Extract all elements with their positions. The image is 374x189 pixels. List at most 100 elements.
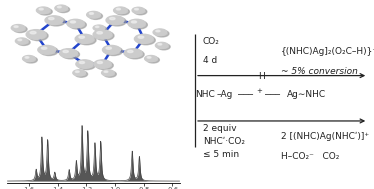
Ellipse shape — [126, 50, 144, 59]
Ellipse shape — [62, 50, 80, 59]
Ellipse shape — [49, 18, 54, 20]
Ellipse shape — [156, 42, 168, 49]
Ellipse shape — [93, 30, 112, 39]
Ellipse shape — [102, 45, 120, 54]
Ellipse shape — [155, 30, 169, 37]
Ellipse shape — [42, 47, 47, 49]
Ellipse shape — [18, 39, 30, 45]
Ellipse shape — [128, 50, 133, 53]
Ellipse shape — [153, 29, 167, 36]
Ellipse shape — [130, 21, 147, 29]
Ellipse shape — [36, 7, 50, 14]
Ellipse shape — [116, 8, 129, 15]
Ellipse shape — [28, 31, 48, 41]
Text: –Ag: –Ag — [217, 90, 233, 99]
Ellipse shape — [95, 31, 114, 40]
Ellipse shape — [75, 34, 94, 43]
Text: ≤ 5 min: ≤ 5 min — [203, 150, 239, 160]
Ellipse shape — [11, 25, 25, 31]
Ellipse shape — [25, 57, 29, 58]
Ellipse shape — [69, 21, 86, 29]
Ellipse shape — [63, 50, 68, 53]
Ellipse shape — [87, 11, 100, 18]
Ellipse shape — [134, 9, 147, 15]
Text: 2 equiv: 2 equiv — [203, 124, 236, 133]
Ellipse shape — [147, 57, 151, 58]
Ellipse shape — [79, 36, 85, 38]
Ellipse shape — [156, 30, 160, 32]
Ellipse shape — [15, 38, 28, 44]
Ellipse shape — [70, 21, 76, 23]
Ellipse shape — [25, 57, 37, 63]
Ellipse shape — [106, 47, 111, 49]
Ellipse shape — [97, 32, 102, 34]
Ellipse shape — [76, 71, 79, 72]
Ellipse shape — [79, 61, 85, 64]
Ellipse shape — [39, 8, 52, 15]
Text: –––: ––– — [265, 90, 280, 99]
Ellipse shape — [55, 5, 67, 11]
Ellipse shape — [67, 19, 84, 28]
Text: –––: ––– — [238, 90, 253, 99]
Ellipse shape — [106, 16, 124, 25]
Ellipse shape — [104, 71, 116, 77]
Ellipse shape — [76, 60, 93, 68]
Ellipse shape — [30, 31, 36, 34]
Ellipse shape — [40, 47, 58, 56]
Ellipse shape — [75, 71, 88, 77]
Text: Ag∼NHC: Ag∼NHC — [286, 90, 326, 99]
Ellipse shape — [157, 44, 170, 50]
Ellipse shape — [102, 70, 114, 76]
Ellipse shape — [110, 18, 115, 20]
Ellipse shape — [47, 17, 65, 26]
Ellipse shape — [124, 49, 142, 57]
Ellipse shape — [116, 8, 120, 10]
Ellipse shape — [39, 8, 43, 10]
Ellipse shape — [145, 56, 157, 62]
Text: NHC: NHC — [195, 90, 215, 99]
Ellipse shape — [45, 16, 63, 25]
Text: +: + — [256, 88, 262, 94]
Ellipse shape — [147, 57, 159, 63]
Ellipse shape — [38, 45, 56, 54]
Ellipse shape — [73, 70, 85, 76]
Ellipse shape — [135, 9, 138, 10]
Ellipse shape — [18, 39, 22, 41]
Ellipse shape — [132, 7, 145, 13]
Text: NHCʹ·CO₂: NHCʹ·CO₂ — [203, 137, 245, 146]
Text: H: H — [258, 72, 264, 81]
Ellipse shape — [131, 21, 137, 23]
Text: 4 d: 4 d — [203, 56, 217, 65]
Ellipse shape — [89, 13, 94, 14]
Ellipse shape — [77, 36, 96, 45]
Ellipse shape — [89, 13, 102, 19]
Ellipse shape — [158, 43, 162, 45]
Text: ~ 5% conversion: ~ 5% conversion — [280, 67, 358, 76]
Ellipse shape — [96, 61, 113, 70]
Ellipse shape — [57, 6, 70, 12]
Ellipse shape — [97, 61, 102, 64]
Ellipse shape — [95, 26, 99, 28]
Text: H–CO₂⁻   CO₂: H–CO₂⁻ CO₂ — [280, 152, 339, 161]
Ellipse shape — [105, 47, 123, 56]
Ellipse shape — [95, 26, 107, 32]
Ellipse shape — [14, 26, 18, 27]
Text: 2 [(NHC)Ag(NHCʹ)]⁺: 2 [(NHC)Ag(NHCʹ)]⁺ — [280, 132, 369, 141]
Ellipse shape — [22, 56, 35, 62]
Ellipse shape — [93, 25, 105, 31]
Ellipse shape — [108, 17, 126, 26]
Text: CO₂: CO₂ — [203, 37, 220, 46]
Ellipse shape — [94, 60, 111, 68]
Ellipse shape — [104, 71, 108, 72]
Ellipse shape — [13, 26, 27, 33]
Ellipse shape — [134, 34, 153, 43]
Text: {(NHC)Ag]₂(O₂C–H)}⁺: {(NHC)Ag]₂(O₂C–H)}⁺ — [280, 46, 374, 56]
Ellipse shape — [26, 30, 46, 39]
Ellipse shape — [137, 36, 155, 45]
Ellipse shape — [128, 19, 145, 28]
Ellipse shape — [138, 36, 144, 38]
Ellipse shape — [58, 6, 61, 8]
Ellipse shape — [78, 61, 95, 70]
Ellipse shape — [114, 7, 127, 14]
Ellipse shape — [59, 49, 77, 57]
